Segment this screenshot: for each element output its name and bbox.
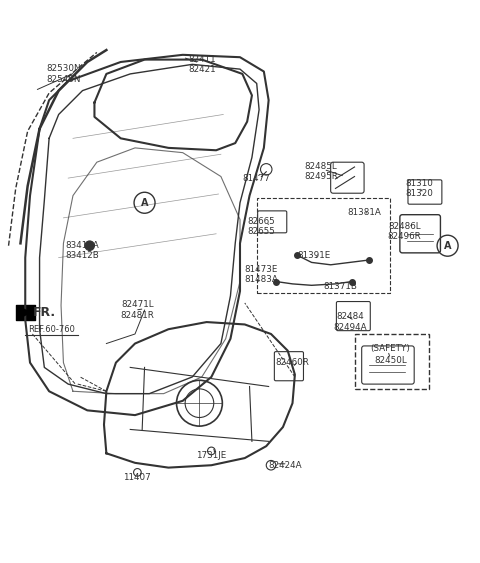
Text: 82530N
82540N: 82530N 82540N [46, 64, 81, 84]
Text: 81310
81320: 81310 81320 [405, 178, 433, 198]
Text: FR.: FR. [33, 306, 56, 319]
FancyBboxPatch shape [408, 180, 442, 204]
Text: 11407: 11407 [123, 473, 151, 482]
Text: 82665
82655: 82665 82655 [248, 217, 276, 236]
FancyBboxPatch shape [400, 215, 441, 253]
Text: A: A [141, 198, 148, 208]
Text: 81371B: 81371B [323, 282, 357, 291]
Text: 81473E
81483A: 81473E 81483A [244, 265, 278, 284]
Text: 82424A: 82424A [268, 461, 302, 470]
Text: 82471L
82481R: 82471L 82481R [120, 301, 155, 320]
FancyBboxPatch shape [258, 211, 287, 233]
Circle shape [85, 241, 95, 251]
Text: 81391E: 81391E [297, 251, 331, 260]
Text: 1731JE: 1731JE [196, 451, 227, 460]
Text: 83412A
83412B: 83412A 83412B [66, 241, 99, 260]
Text: 82485L
82495R: 82485L 82495R [304, 162, 338, 181]
FancyBboxPatch shape [362, 346, 414, 384]
FancyBboxPatch shape [336, 302, 370, 330]
Text: A: A [444, 241, 451, 251]
Text: 82484
82494A: 82484 82494A [333, 312, 367, 332]
Text: 82450L: 82450L [374, 356, 407, 365]
Text: (SAFETY): (SAFETY) [371, 344, 410, 353]
Text: 81381A: 81381A [347, 208, 381, 217]
FancyBboxPatch shape [355, 334, 429, 389]
Text: 82411
82421: 82411 82421 [188, 55, 216, 74]
Text: 81477: 81477 [243, 175, 271, 184]
FancyBboxPatch shape [275, 352, 303, 381]
FancyBboxPatch shape [331, 162, 364, 193]
Text: 82460R: 82460R [276, 358, 310, 367]
Text: REF.60-760: REF.60-760 [28, 325, 75, 334]
Text: 82486L
82496R: 82486L 82496R [388, 222, 421, 241]
FancyBboxPatch shape [257, 198, 390, 293]
